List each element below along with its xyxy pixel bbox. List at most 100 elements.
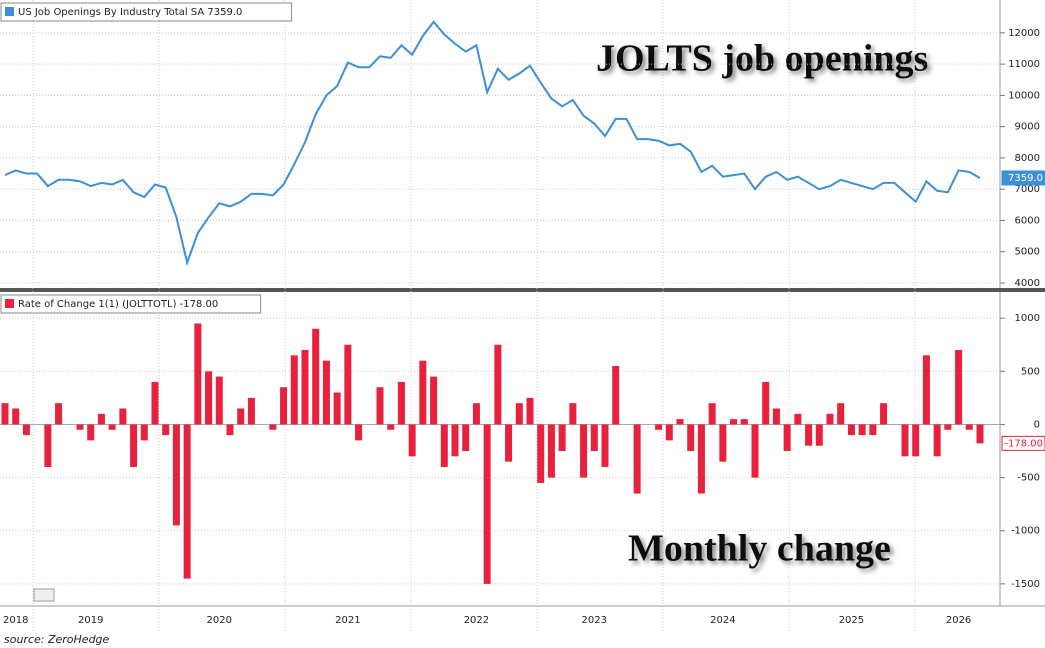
x-tick-label: 2020: [207, 615, 232, 626]
bar: [708, 403, 716, 425]
bar: [22, 424, 30, 436]
bar: [976, 424, 984, 444]
bar: [462, 424, 470, 452]
bar: [751, 424, 759, 478]
bar: [515, 403, 523, 425]
value-tag: [1001, 170, 1045, 186]
y-tick-label: 1000: [1015, 313, 1040, 324]
bar: [526, 397, 534, 425]
bar: [965, 424, 973, 430]
bar: [226, 424, 234, 436]
legend-swatch: [5, 299, 14, 308]
x-tick-label: 2023: [582, 615, 607, 626]
bar: [333, 392, 341, 425]
bar: [569, 403, 577, 425]
value-label: -178.00: [1004, 438, 1043, 449]
bar: [280, 387, 288, 425]
bar: [301, 350, 309, 425]
bar: [837, 403, 845, 425]
bar: [162, 424, 170, 436]
annotation: Monthly change: [628, 528, 891, 570]
legend-label: US Job Openings By Industry Total SA 735…: [18, 7, 242, 18]
bar: [880, 403, 888, 425]
bar: [97, 413, 105, 425]
panel-divider: [0, 288, 1045, 292]
bar: [580, 424, 588, 478]
bar: [494, 344, 502, 425]
bar: [1, 403, 9, 425]
legend-label: Rate of Change 1(1) (JOLTTOTL) -178.00: [18, 299, 218, 310]
legend-swatch: [5, 7, 14, 16]
bar: [430, 376, 438, 425]
bar: [76, 424, 84, 430]
bar: [612, 365, 620, 425]
bar: [483, 424, 491, 584]
bar: [783, 424, 791, 452]
bar: [869, 424, 877, 436]
y-tick-label: 4000: [1015, 278, 1040, 289]
bar: [472, 403, 480, 425]
y-tick-label: 9000: [1015, 122, 1040, 133]
x-tick-label: 2022: [464, 615, 489, 626]
bar: [237, 408, 245, 425]
bar: [151, 381, 159, 425]
bar: [140, 424, 148, 441]
y-tick-label: 0: [1034, 419, 1040, 430]
bar: [558, 424, 566, 452]
bar: [805, 424, 813, 446]
y-tick-label: 11000: [1008, 59, 1040, 70]
bar: [955, 350, 963, 425]
y-tick-label: -1000: [1011, 526, 1040, 537]
bar: [55, 403, 63, 425]
x-tick-label: 2025: [839, 615, 864, 626]
bar: [847, 424, 855, 436]
x-tick-label: 2018: [3, 615, 28, 626]
bar: [108, 424, 116, 430]
line: [4, 20, 981, 267]
bar: [719, 424, 727, 462]
bar: [815, 424, 823, 446]
bar: [601, 424, 609, 467]
bar: [247, 397, 255, 425]
bar: [944, 424, 952, 430]
bar: [440, 424, 448, 467]
bar: [451, 424, 459, 457]
bar: [344, 344, 352, 425]
x-tick-label: 2026: [946, 615, 971, 626]
bar: [665, 424, 673, 441]
y-tick-label: -500: [1017, 473, 1040, 484]
annotation: JOLTS job openings: [596, 38, 928, 80]
legend-box: [0, 2, 293, 22]
bar: [730, 419, 738, 425]
bar: [215, 376, 223, 425]
bar: [858, 424, 866, 436]
bar: [687, 424, 695, 452]
value-label: 7359.0: [1008, 173, 1043, 184]
y-tick-label: -1500: [1011, 579, 1040, 590]
bar: [826, 413, 834, 425]
source: source: ZeroHedge: [4, 633, 110, 646]
y-tick-label: 12000: [1008, 28, 1040, 39]
bar: [408, 424, 416, 457]
bar: [194, 323, 202, 425]
y-tick-label: 10000: [1008, 90, 1040, 101]
bar: [205, 371, 213, 425]
bar: [772, 408, 780, 425]
value-tag: [1001, 435, 1045, 451]
y-tick-label: 5000: [1015, 247, 1040, 258]
x-tick-label: 2024: [710, 615, 735, 626]
bar: [387, 424, 395, 430]
bar: [44, 424, 52, 467]
bar: [922, 355, 930, 425]
bar: [676, 419, 684, 425]
bar: [419, 360, 427, 425]
bar: [547, 424, 555, 478]
bar: [130, 424, 138, 467]
bar: [505, 424, 513, 462]
bar: [933, 424, 941, 457]
zoom-icon[interactable]: [33, 588, 55, 602]
bar: [740, 419, 748, 425]
bar: [537, 424, 545, 483]
